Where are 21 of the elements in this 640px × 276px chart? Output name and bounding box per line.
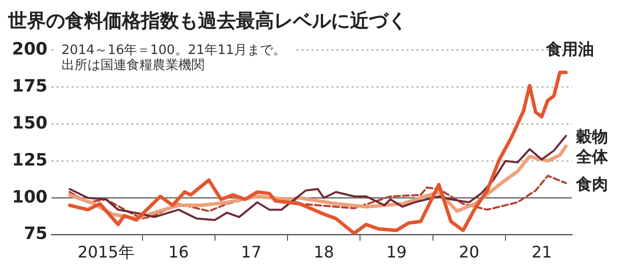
annotation: 出所は国連食糧農業機関 <box>61 58 204 74</box>
y-tick-label: 150 <box>12 113 48 134</box>
x-tick-label: 16 <box>168 242 189 262</box>
series-label: 食用油 <box>544 40 594 59</box>
x-tick-label: 2015年 <box>78 242 134 262</box>
chart-title: 世界の食料価格指数も過去最高レベルに近づく <box>8 9 408 34</box>
y-tick-label: 100 <box>12 187 48 208</box>
x-tick-label: 21 <box>532 242 552 262</box>
series-label: 穀物 <box>574 127 608 146</box>
annotation: 2014～16年＝100。21年11月まで。 <box>61 43 286 58</box>
series-label: 全体 <box>574 147 609 166</box>
y-tick-label: 125 <box>12 150 48 170</box>
x-tick-label: 20 <box>458 242 480 262</box>
x-tick-label: 19 <box>386 242 407 262</box>
line-series <box>68 174 567 220</box>
y-tick-label: 200 <box>12 40 48 60</box>
y-tick-label: 75 <box>24 224 48 244</box>
x-tick-label: 18 <box>314 242 334 262</box>
y-tick-label: 175 <box>12 76 48 97</box>
series-label: 食肉 <box>574 174 608 194</box>
x-tick-label: 17 <box>241 242 262 262</box>
